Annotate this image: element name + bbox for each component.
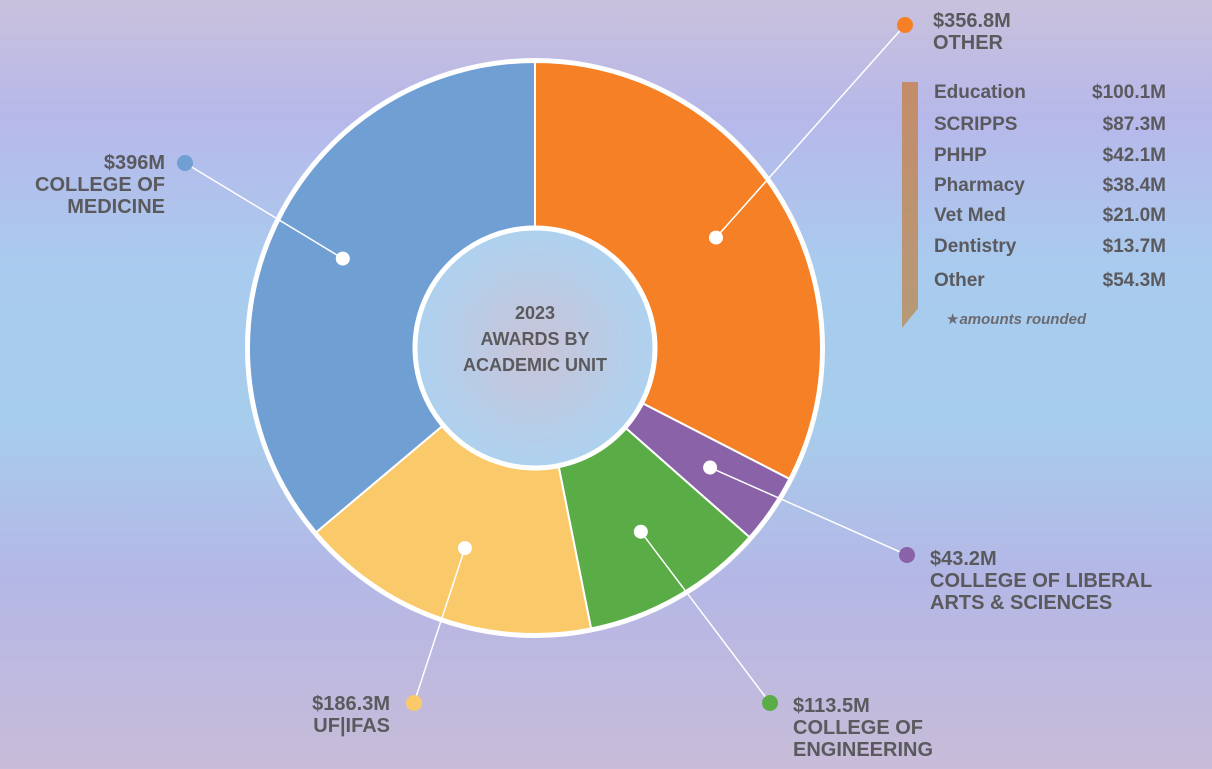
breakdown-row: SCRIPPS $87.3M [934,114,1166,136]
slice-label: $43.2M COLLEGE OF LIBERAL ARTS & SCIENCES [930,548,1210,614]
leader-line [709,466,908,556]
breakdown-amount: $87.3M [1102,114,1166,135]
breakdown-amount: $42.1M [1102,145,1166,166]
breakdown-unit: SCRIPPS [934,114,1018,135]
category-label: OTHER [933,32,1003,54]
anchor-dot [457,541,472,556]
anchor-dot [708,230,723,245]
breakdown-unit: Other [934,270,985,291]
breakdown-row: PHHP $42.1M [934,145,1166,167]
breakdown-unit: Pharmacy [934,175,1025,196]
leader-line [413,547,466,704]
center-hole [412,225,658,471]
breakdown-unit: Education [934,82,1026,103]
center-label: 2023 AWARDS BY ACADEMIC UNIT [425,300,645,378]
leader-line [715,24,906,239]
breakdown-unit: Vet Med [934,205,1006,226]
value-label: $186.3M [312,693,390,715]
category-label: COLLEGE OF MEDICINE [35,174,165,218]
breakdown-row: Dentistry $13.7M [934,236,1166,258]
breakdown-amount: $100.1M [1092,82,1166,103]
slice-label: $113.5M COLLEGE OF ENGINEERING [793,695,993,761]
breakdown-bar [902,82,918,328]
value-label: $43.2M [930,548,997,570]
breakdown-amount: $13.7M [1102,236,1166,257]
breakdown-row: Pharmacy $38.4M [934,175,1166,197]
leader-line [640,531,771,704]
legend-dot [177,155,193,171]
breakdown-amount: $54.3M [1102,270,1166,291]
breakdown-note: ★amounts rounded [946,311,1087,328]
breakdown-amount: $21.0M [1102,205,1166,226]
breakdown: ★amounts rounded Education $100.1M SCRIPPS… [900,80,1170,340]
legend-dot [406,695,422,711]
value-label: $396M [103,152,165,174]
slice-label: $396M COLLEGE OF MEDICINE [0,152,165,218]
category-label: COLLEGE OF ENGINEERING [793,717,934,761]
category-label: UF|IFAS [313,715,390,737]
chart-subtitle: AWARDS BY ACADEMIC UNIT [463,329,607,375]
value-label: $356.8M [933,10,1011,32]
chart-title: 2023 [514,303,556,323]
slice-label: $356.8M OTHER [933,10,1133,54]
legend-dot [897,17,913,33]
breakdown-unit: PHHP [934,145,987,166]
breakdown-amount: $38.4M [1102,175,1166,196]
anchor-dot [335,251,350,266]
legend-dot [899,547,915,563]
leader-line [184,162,344,260]
slice-label: $186.3M UF|IFAS [190,693,390,737]
value-label: $113.5M [793,695,870,717]
anchor-dot [633,524,648,539]
breakdown-row: Vet Med $21.0M [934,205,1166,227]
category-label: COLLEGE OF LIBERAL ARTS & SCIENCES [930,570,1152,614]
breakdown-unit: Dentistry [934,236,1017,257]
breakdown-row: Education $100.1M [934,82,1166,104]
anchor-dot [703,460,718,475]
breakdown-row: Other $54.3M [934,270,1166,292]
legend-dot [762,695,778,711]
